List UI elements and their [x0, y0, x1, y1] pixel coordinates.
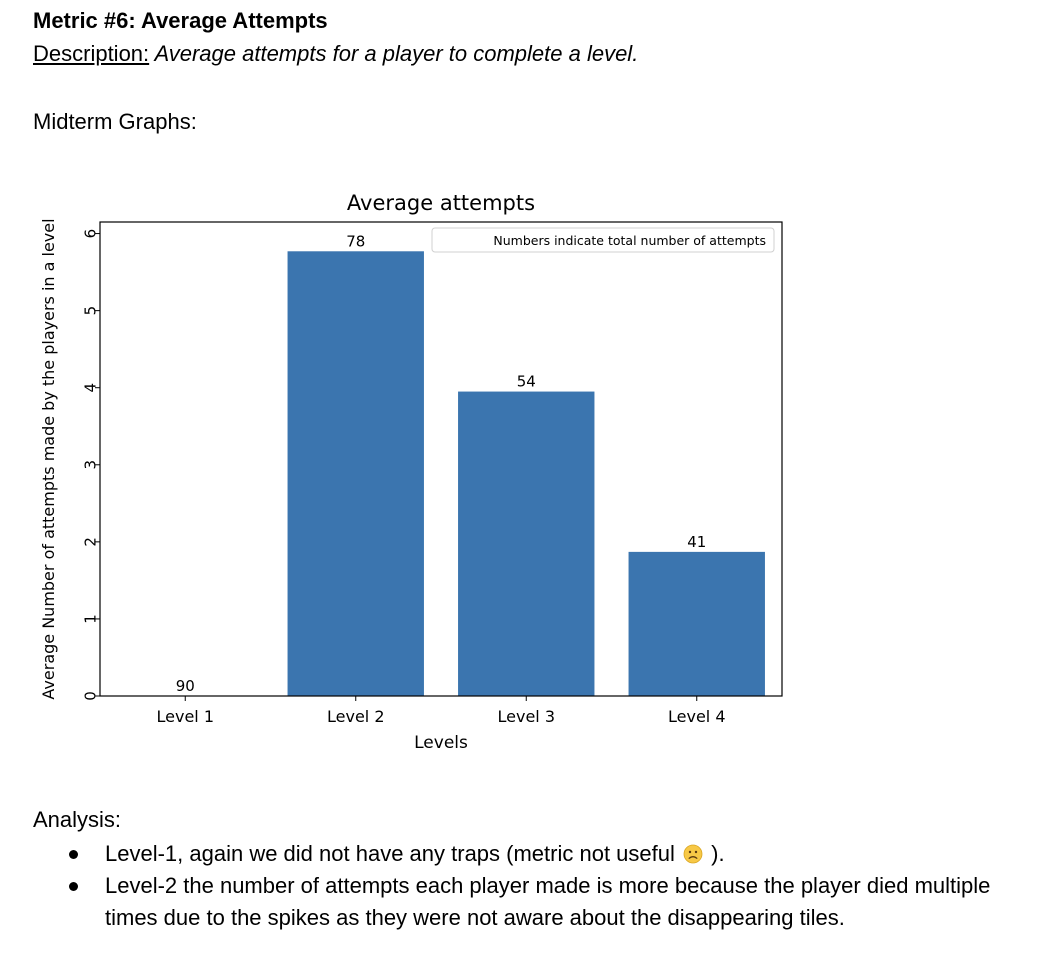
bullet-dot-icon	[69, 882, 78, 891]
bar-label-4: 41	[687, 533, 706, 551]
bar-label-3: 54	[517, 373, 536, 391]
legend-box	[431, 227, 775, 253]
bullet-1-text-before: Level-1, again we did not have any traps…	[105, 841, 681, 866]
metric-heading: Metric #6: Average Attempts	[33, 8, 328, 33]
bar-label-2: 78	[346, 232, 365, 250]
analysis-heading: Analysis:	[33, 807, 122, 832]
analysis-bullet-2: Level-2 the number of attempts each play…	[65, 870, 1025, 934]
bar-level-4	[628, 551, 765, 696]
y-tick-label-5: 5	[82, 306, 100, 316]
description-label: Description:	[33, 41, 150, 66]
x-tick-label-1: Level 1	[157, 707, 215, 726]
y-tick-label-4: 4	[82, 383, 100, 393]
x-tick-label-2: Level 2	[327, 707, 385, 726]
y-tick-label-1: 1	[82, 614, 100, 624]
slightly-frowning-face-icon	[683, 844, 703, 864]
graphs-heading: Midterm Graphs:	[33, 109, 197, 134]
y-tick-label-0: 0	[82, 691, 100, 701]
chart-title: Average attempts	[347, 191, 535, 215]
x-axis-label: Levels	[414, 733, 468, 753]
bullet-1-text-after: ).	[705, 841, 725, 866]
y-tick-label-3: 3	[82, 460, 100, 470]
description-line: Description: Average attempts for a play…	[33, 41, 638, 67]
x-tick-label-3: Level 3	[498, 707, 556, 726]
legend-text: Numbers indicate total number of attempt…	[493, 233, 766, 248]
bullet-dot-icon	[69, 850, 78, 859]
bullet-2-text: Level-2 the number of attempts each play…	[105, 873, 991, 930]
bar-level-2	[287, 251, 424, 696]
bar-level-3	[458, 391, 595, 696]
bar-label-1: 90	[176, 677, 195, 695]
x-tick-label-4: Level 4	[668, 707, 726, 726]
description-text: Average attempts for a player to complet…	[149, 41, 639, 66]
analysis-list: Level-1, again we did not have any traps…	[65, 838, 1025, 934]
plot-frame	[99, 221, 783, 697]
y-axis-label: Average Number of attempts made by the p…	[39, 218, 58, 699]
y-tick-label-6: 6	[82, 229, 100, 239]
analysis-bullet-1: Level-1, again we did not have any traps…	[65, 838, 1025, 870]
average-attempts-chart: 90 78 54 41 0 1 2 3 4 5 6 Level 1 Level 2 Level 3 Leve…	[39, 191, 783, 753]
y-tick-label-2: 2	[82, 537, 100, 547]
